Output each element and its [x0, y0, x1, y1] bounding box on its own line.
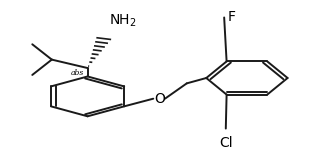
Text: abs: abs	[71, 69, 84, 77]
Text: Cl: Cl	[219, 136, 233, 150]
Text: F: F	[227, 10, 236, 24]
Text: NH$_2$: NH$_2$	[109, 13, 136, 29]
Text: O: O	[154, 92, 165, 106]
